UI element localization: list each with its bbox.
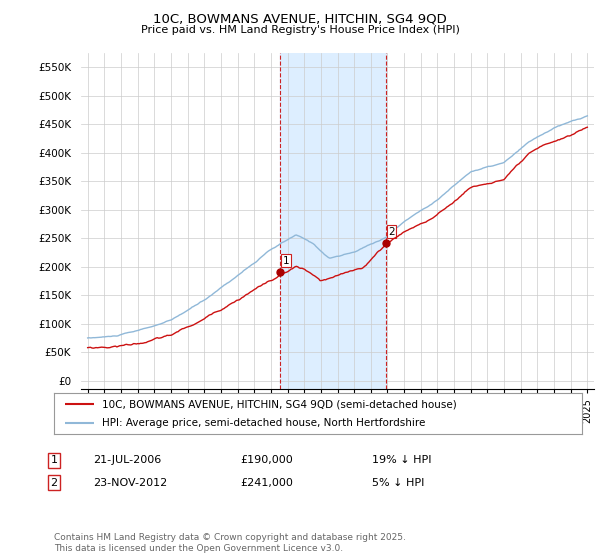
Text: 1: 1 — [283, 255, 289, 265]
Text: 5% ↓ HPI: 5% ↓ HPI — [372, 478, 424, 488]
Text: 2: 2 — [388, 227, 395, 236]
Text: 2: 2 — [50, 478, 58, 488]
Text: 21-JUL-2006: 21-JUL-2006 — [93, 455, 161, 465]
Text: 10C, BOWMANS AVENUE, HITCHIN, SG4 9QD: 10C, BOWMANS AVENUE, HITCHIN, SG4 9QD — [153, 12, 447, 25]
Text: £190,000: £190,000 — [240, 455, 293, 465]
Text: 1: 1 — [50, 455, 58, 465]
Text: 23-NOV-2012: 23-NOV-2012 — [93, 478, 167, 488]
Text: 19% ↓ HPI: 19% ↓ HPI — [372, 455, 431, 465]
Text: Contains HM Land Registry data © Crown copyright and database right 2025.
This d: Contains HM Land Registry data © Crown c… — [54, 533, 406, 553]
Text: £241,000: £241,000 — [240, 478, 293, 488]
Text: HPI: Average price, semi-detached house, North Hertfordshire: HPI: Average price, semi-detached house,… — [101, 418, 425, 428]
Text: 10C, BOWMANS AVENUE, HITCHIN, SG4 9QD (semi-detached house): 10C, BOWMANS AVENUE, HITCHIN, SG4 9QD (s… — [101, 399, 456, 409]
Text: Price paid vs. HM Land Registry's House Price Index (HPI): Price paid vs. HM Land Registry's House … — [140, 25, 460, 35]
Bar — [280, 53, 386, 389]
